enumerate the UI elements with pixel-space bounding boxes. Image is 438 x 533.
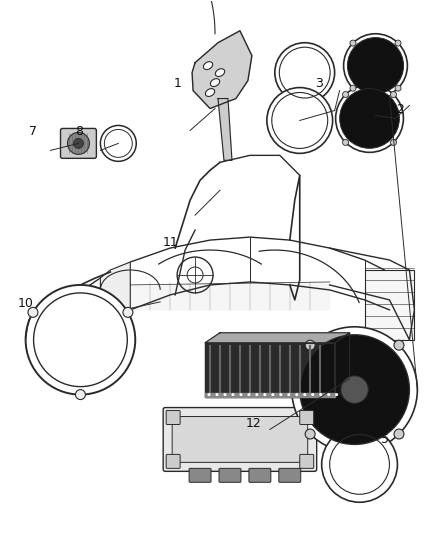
Circle shape xyxy=(340,88,399,148)
FancyBboxPatch shape xyxy=(166,455,180,469)
Circle shape xyxy=(74,139,83,148)
Circle shape xyxy=(292,327,417,453)
Polygon shape xyxy=(335,333,350,397)
Circle shape xyxy=(263,393,266,396)
Circle shape xyxy=(391,92,396,98)
Ellipse shape xyxy=(215,69,225,77)
Polygon shape xyxy=(205,393,335,397)
Polygon shape xyxy=(205,333,350,343)
Circle shape xyxy=(350,40,356,46)
FancyBboxPatch shape xyxy=(249,469,271,482)
Circle shape xyxy=(279,393,283,396)
Circle shape xyxy=(275,43,335,102)
Circle shape xyxy=(311,393,314,396)
Circle shape xyxy=(255,393,258,396)
Polygon shape xyxy=(100,262,130,325)
FancyBboxPatch shape xyxy=(166,410,180,424)
Circle shape xyxy=(223,393,226,396)
FancyBboxPatch shape xyxy=(189,469,211,482)
Circle shape xyxy=(343,34,407,98)
Circle shape xyxy=(28,308,38,317)
Circle shape xyxy=(287,393,290,396)
Text: 1: 1 xyxy=(174,77,182,90)
Circle shape xyxy=(327,393,330,396)
Circle shape xyxy=(231,393,234,396)
Polygon shape xyxy=(192,31,252,109)
Circle shape xyxy=(343,140,349,146)
Circle shape xyxy=(336,85,403,152)
FancyBboxPatch shape xyxy=(163,408,317,471)
FancyBboxPatch shape xyxy=(219,469,241,482)
Text: 7: 7 xyxy=(29,125,37,138)
Circle shape xyxy=(247,393,251,396)
Circle shape xyxy=(347,37,403,94)
Text: 11: 11 xyxy=(162,236,178,249)
Circle shape xyxy=(75,390,85,400)
Circle shape xyxy=(305,429,315,439)
Text: 2: 2 xyxy=(396,103,404,116)
Circle shape xyxy=(215,393,219,396)
Circle shape xyxy=(341,376,368,403)
Circle shape xyxy=(208,393,211,396)
Circle shape xyxy=(343,92,349,98)
Circle shape xyxy=(305,340,315,350)
Circle shape xyxy=(395,85,401,91)
Circle shape xyxy=(391,140,396,146)
Polygon shape xyxy=(205,343,335,397)
Circle shape xyxy=(395,40,401,46)
Ellipse shape xyxy=(203,62,213,69)
Circle shape xyxy=(25,285,135,394)
Circle shape xyxy=(267,87,332,154)
Ellipse shape xyxy=(205,88,215,96)
Text: 5: 5 xyxy=(381,433,389,446)
Text: 8: 8 xyxy=(75,125,83,138)
FancyBboxPatch shape xyxy=(300,410,314,424)
Polygon shape xyxy=(364,270,414,340)
Circle shape xyxy=(295,393,298,396)
Circle shape xyxy=(240,393,242,396)
Polygon shape xyxy=(218,99,232,160)
Circle shape xyxy=(123,308,133,317)
Circle shape xyxy=(394,340,404,350)
Circle shape xyxy=(319,393,322,396)
Circle shape xyxy=(350,85,356,91)
Ellipse shape xyxy=(210,79,220,86)
Circle shape xyxy=(100,125,136,161)
Text: 3: 3 xyxy=(315,77,323,90)
Circle shape xyxy=(303,393,306,396)
Circle shape xyxy=(394,429,404,439)
FancyBboxPatch shape xyxy=(172,416,308,462)
Circle shape xyxy=(335,393,338,396)
Circle shape xyxy=(321,426,397,502)
Circle shape xyxy=(300,335,410,445)
FancyBboxPatch shape xyxy=(279,469,301,482)
Polygon shape xyxy=(130,282,330,310)
FancyBboxPatch shape xyxy=(60,128,96,158)
Circle shape xyxy=(271,393,274,396)
Circle shape xyxy=(67,132,89,155)
Text: 12: 12 xyxy=(245,417,261,430)
FancyBboxPatch shape xyxy=(300,455,314,469)
Text: 10: 10 xyxy=(18,297,34,310)
